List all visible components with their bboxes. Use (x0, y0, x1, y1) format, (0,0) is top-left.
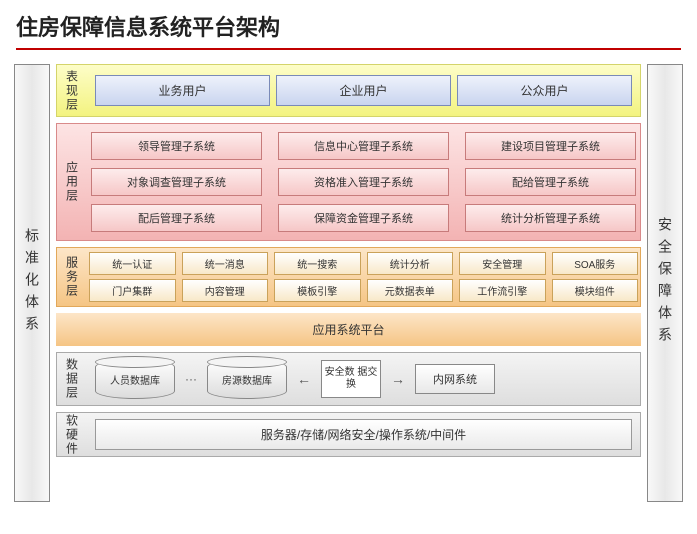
center-layers: 表现层 业务用户 企业用户 公众用户 应用层 领导管理子系统 信息中心管理子系统… (56, 64, 641, 502)
svc-item: 模块组件 (552, 279, 639, 302)
app-subsystem: 信息中心管理子系统 (278, 132, 449, 160)
svc-item: 统一认证 (89, 252, 176, 275)
hardware-stack: 服务器/存储/网络安全/操作系统/中间件 (95, 419, 632, 450)
user-enterprise: 企业用户 (276, 75, 451, 106)
svc-item: 统一消息 (182, 252, 269, 275)
user-public: 公众用户 (457, 75, 632, 106)
layer-data: 数据层 人员数据库 ··· 房源数据库 ← 安全数 据交换 → 内网系统 (56, 352, 641, 406)
app-subsystem: 建设项目管理子系统 (465, 132, 636, 160)
layer-presentation: 表现层 业务用户 企业用户 公众用户 (56, 64, 641, 117)
arrow-right-icon: → (391, 371, 405, 387)
architecture-diagram: 标准化体系 表现层 业务用户 企业用户 公众用户 应用层 领导管理子系统 信息中… (0, 64, 697, 502)
svc-item: 工作流引擎 (459, 279, 546, 302)
svc-item: 统一搜索 (274, 252, 361, 275)
layer-label-presentation: 表现层 (57, 65, 87, 116)
svc-item: 内容管理 (182, 279, 269, 302)
layer-label-hardware: 软硬件 (57, 413, 87, 456)
layer-application: 应用层 领导管理子系统 信息中心管理子系统 建设项目管理子系统 对象调查管理子系… (56, 123, 641, 241)
layer-label-data: 数据层 (57, 353, 87, 405)
layer-platform: 应用系统平台 (56, 313, 641, 346)
page-title: 住房保障信息系统平台架构 (0, 0, 697, 48)
svc-item: 模板引擎 (274, 279, 361, 302)
layer-hardware: 软硬件 服务器/存储/网络安全/操作系统/中间件 (56, 412, 641, 457)
db-label: 房源数据库 (222, 372, 272, 387)
secure-exchange: 安全数 据交换 (321, 360, 381, 398)
app-subsystem: 统计分析管理子系统 (465, 204, 636, 232)
app-subsystem: 配后管理子系统 (91, 204, 262, 232)
layer-service: 服务层 统一认证 统一消息 统一搜索 统计分析 安全管理 SOA服务 门户集群 … (56, 247, 641, 307)
svc-item: 元数据表单 (367, 279, 454, 302)
svc-item: 门户集群 (89, 279, 176, 302)
database-housing: 房源数据库 (207, 359, 287, 399)
title-underline (16, 48, 681, 50)
arrow-left-icon: ← (297, 371, 311, 387)
layer-label-application: 应用层 (57, 124, 87, 240)
app-subsystem: 对象调查管理子系统 (91, 168, 262, 196)
app-subsystem: 配给管理子系统 (465, 168, 636, 196)
left-pillar-standards: 标准化体系 (14, 64, 50, 502)
svc-item: 统计分析 (367, 252, 454, 275)
svc-item: 安全管理 (459, 252, 546, 275)
app-subsystem: 保障资金管理子系统 (278, 204, 449, 232)
app-subsystem: 资格准入管理子系统 (278, 168, 449, 196)
svc-item: SOA服务 (552, 252, 639, 275)
ellipsis: ··· (185, 372, 197, 386)
intranet-system: 内网系统 (415, 364, 495, 394)
user-business: 业务用户 (95, 75, 270, 106)
right-pillar-security: 安全保障体系 (647, 64, 683, 502)
layer-label-service: 服务层 (57, 248, 87, 306)
db-label: 人员数据库 (110, 372, 160, 387)
database-personnel: 人员数据库 (95, 359, 175, 399)
app-subsystem: 领导管理子系统 (91, 132, 262, 160)
